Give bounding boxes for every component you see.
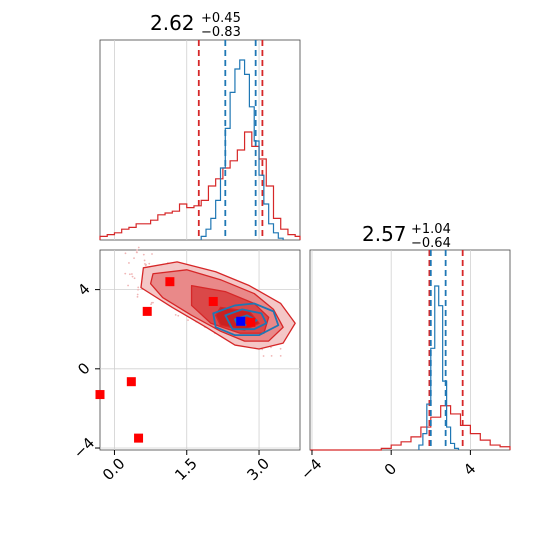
y-tick-label: 4 bbox=[74, 280, 93, 299]
axis-ticks bbox=[95, 289, 260, 455]
x-tick-label: −4 bbox=[297, 455, 325, 483]
sample-dot bbox=[148, 262, 151, 265]
histogram-series-1 bbox=[418, 285, 460, 450]
sample-dot bbox=[137, 288, 139, 291]
y-tick-label: 0 bbox=[74, 359, 93, 378]
x-tick-label: 0 bbox=[381, 460, 400, 479]
sample-dot bbox=[177, 314, 180, 317]
sample-dot bbox=[127, 284, 129, 287]
blue-contour-level-1 bbox=[212, 302, 280, 337]
sample-dot bbox=[151, 253, 153, 255]
sample-dot bbox=[137, 286, 140, 289]
y-tick-label: −4 bbox=[70, 434, 98, 462]
histogram-series-0 bbox=[99, 131, 301, 240]
histogram-marks bbox=[99, 40, 301, 240]
sample-dot bbox=[150, 301, 153, 304]
sample-dot bbox=[131, 275, 134, 278]
histogram-panel-param1: 2.62 +0.45 −0.83 bbox=[99, 11, 301, 241]
sample-dot bbox=[128, 273, 131, 276]
sample-dot bbox=[133, 277, 136, 280]
sample-dot bbox=[135, 251, 138, 254]
blue-contour-level-2 bbox=[224, 308, 268, 331]
histogram-panel-param2: −4 0 4 2.57 +1.04 −0.64 bbox=[297, 222, 511, 483]
title-lower: −0.83 bbox=[201, 25, 241, 40]
sample-dot bbox=[136, 295, 139, 298]
sample-dot bbox=[279, 347, 282, 350]
sample-dot bbox=[124, 252, 127, 255]
contour-panel-param1-vs-param2: 0.0 1.5 3.0 −4 0 4 bbox=[70, 246, 301, 484]
x-tick-label: 4 bbox=[460, 460, 479, 479]
title-value: 2.57 bbox=[362, 222, 407, 246]
sample-marker bbox=[246, 317, 256, 327]
sample-marker bbox=[142, 306, 152, 316]
title-upper: +1.04 bbox=[411, 222, 451, 237]
truth-marker bbox=[236, 316, 246, 326]
tick-labels: −4 0 4 bbox=[297, 455, 479, 483]
x-tick-label: 0.0 bbox=[99, 454, 129, 484]
histogram-series-0 bbox=[310, 405, 511, 451]
panel-frame bbox=[309, 249, 511, 451]
sample-dot bbox=[174, 313, 177, 316]
sample-dot bbox=[150, 303, 152, 306]
sample-marker bbox=[208, 296, 218, 306]
x-tick-label: 3.0 bbox=[244, 454, 274, 484]
contour-marks bbox=[95, 246, 296, 443]
sample-dot bbox=[279, 354, 282, 357]
histogram-series-1 bbox=[200, 59, 284, 240]
title-upper: +0.45 bbox=[201, 11, 241, 26]
sample-dot bbox=[136, 293, 139, 296]
sample-dot bbox=[133, 257, 135, 259]
title-lower: −0.64 bbox=[411, 236, 451, 251]
x-tick-label: 1.5 bbox=[171, 454, 201, 484]
sample-marker bbox=[165, 277, 175, 287]
sample-dot bbox=[142, 253, 145, 256]
sample-dot bbox=[144, 264, 147, 267]
sample-dot bbox=[128, 262, 130, 264]
panel-frame bbox=[99, 39, 301, 241]
sample-dot bbox=[137, 246, 140, 249]
sample-dot bbox=[270, 354, 273, 357]
axis-ticks bbox=[311, 450, 471, 455]
title-value: 2.62 bbox=[150, 11, 195, 35]
sample-marker bbox=[134, 433, 144, 443]
sample-dot bbox=[187, 319, 189, 322]
sample-dot bbox=[262, 355, 265, 357]
sample-marker bbox=[126, 377, 136, 387]
panel-frame bbox=[99, 249, 301, 451]
gridlines bbox=[311, 250, 471, 450]
gridlines bbox=[114, 40, 260, 240]
histogram-marks bbox=[310, 250, 511, 451]
sample-dot bbox=[143, 259, 146, 262]
sample-dot bbox=[136, 249, 139, 251]
sample-dot bbox=[131, 273, 133, 275]
sample-dot bbox=[124, 272, 127, 275]
sample-marker bbox=[95, 390, 105, 400]
sample-dot bbox=[270, 346, 272, 349]
